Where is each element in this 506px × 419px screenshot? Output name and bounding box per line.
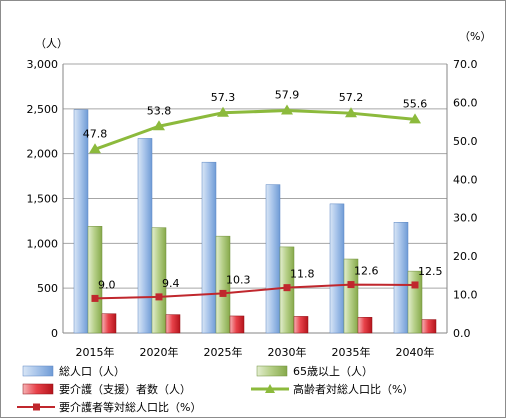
right-tick-label: 20.0 bbox=[453, 250, 478, 263]
care-ratio-data-label: 12.5 bbox=[418, 265, 443, 278]
care-recipients-bar bbox=[101, 313, 117, 334]
right-tick-label: 30.0 bbox=[453, 212, 478, 225]
left-tick-label: 500 bbox=[37, 282, 58, 295]
legend-aged-65-plus: 65歳以上（人） bbox=[256, 365, 373, 378]
elderly-ratio-data-label: 57.9 bbox=[275, 88, 300, 101]
total-population-bar bbox=[201, 161, 217, 334]
left-tick-label: 1,500 bbox=[27, 193, 59, 206]
care-ratio-data-label: 9.0 bbox=[98, 278, 116, 291]
care-recipients-bar bbox=[229, 315, 245, 334]
elderly-ratio-data-label: 55.6 bbox=[403, 97, 428, 110]
care-ratio-marker bbox=[283, 284, 291, 292]
elderly-ratio-marker bbox=[281, 104, 293, 115]
legend-marker bbox=[265, 384, 275, 393]
care-ratio-data-label: 10.3 bbox=[226, 273, 251, 286]
elderly-ratio-data-label: 53.8 bbox=[147, 104, 172, 117]
care-ratio-marker bbox=[155, 293, 163, 301]
aged-65-plus-bar bbox=[151, 227, 167, 334]
gridlines bbox=[63, 63, 447, 289]
legend-label: 65歳以上（人） bbox=[293, 365, 373, 378]
data-labels: 47.8 53.8 57.3 57.9 57.2 55.6 9.0 9.4 10.3 11.8 12… bbox=[83, 88, 443, 291]
total-population-bar bbox=[329, 203, 345, 334]
legend-label: 要介護者等対総人口比（%） bbox=[59, 400, 201, 414]
lines bbox=[89, 104, 421, 302]
care-recipients-bar bbox=[293, 316, 309, 334]
legend-care-recipients: 要介護（支援）者数（人） bbox=[22, 382, 191, 396]
elderly-ratio-line bbox=[94, 108, 416, 151]
right-tick-label: 50.0 bbox=[453, 135, 478, 148]
elderly-ratio-marker bbox=[409, 113, 421, 124]
care-recipients-bar bbox=[165, 314, 181, 334]
category-label: 2025年 bbox=[204, 345, 243, 359]
aged-65-plus-bar bbox=[343, 258, 359, 334]
legend-label: 要介護（支援）者数（人） bbox=[59, 382, 191, 396]
legend-elderly-ratio: 高齢者対総人口比（%） bbox=[251, 382, 413, 396]
right-tick-label: 60.0 bbox=[453, 96, 478, 109]
care-ratio-marker bbox=[411, 281, 419, 289]
total-population-bar bbox=[265, 184, 281, 334]
legend-marker bbox=[33, 403, 40, 411]
legend-swatch bbox=[256, 365, 288, 377]
left-tick-label: 1,000 bbox=[27, 237, 59, 250]
care-ratio-data-label: 11.8 bbox=[290, 268, 315, 281]
category-label: 2040年 bbox=[396, 345, 435, 359]
axes: 0 500 1,000 1,500 2,000 2,500 3,000 0.0 10.0 20.0… bbox=[27, 30, 492, 359]
left-axis-unit: （人） bbox=[35, 37, 68, 50]
care-recipients-bar bbox=[421, 319, 437, 334]
elderly-ratio-marker bbox=[345, 107, 357, 118]
elderly-ratio-data-label: 57.2 bbox=[339, 91, 364, 104]
aged-65-plus-bar bbox=[87, 226, 103, 334]
category-label: 2015年 bbox=[76, 345, 115, 359]
right-tick-label: 0.0 bbox=[453, 327, 471, 340]
legend-care-ratio: 要介護者等対総人口比（%） bbox=[17, 400, 201, 414]
left-tick-label: 0 bbox=[51, 327, 58, 340]
elderly-ratio-data-label: 57.3 bbox=[211, 91, 236, 104]
care-recipients-bar bbox=[357, 317, 373, 334]
bars bbox=[73, 109, 437, 334]
left-tick-label: 2,000 bbox=[27, 148, 59, 161]
category-label: 2030年 bbox=[268, 345, 307, 359]
category-label: 2035年 bbox=[332, 345, 371, 359]
total-population-bar bbox=[73, 109, 89, 334]
right-tick-label: 70.0 bbox=[453, 58, 478, 71]
left-tick-label: 2,500 bbox=[27, 103, 59, 116]
elderly-ratio-marker bbox=[217, 106, 229, 117]
care-ratio-data-label: 9.4 bbox=[162, 277, 180, 290]
legend-swatch bbox=[22, 365, 54, 377]
aged-65-plus-bar bbox=[407, 270, 423, 334]
legend-label: 高齢者対総人口比（%） bbox=[293, 382, 413, 396]
aged-65-plus-bar bbox=[215, 235, 231, 334]
total-population-bar bbox=[393, 222, 409, 334]
legend-label: 総人口（人） bbox=[59, 364, 125, 378]
elderly-ratio-marker bbox=[153, 120, 165, 131]
elderly-ratio-marker bbox=[89, 143, 101, 154]
legend-swatch bbox=[22, 383, 54, 395]
care-ratio-marker bbox=[347, 281, 355, 289]
legend: 総人口（人） 65歳以上（人） 要介護（支援）者数（人） 高齢者対総人口比（%） 要介護… bbox=[17, 364, 413, 414]
right-tick-label: 40.0 bbox=[453, 173, 478, 186]
right-tick-label: 10.0 bbox=[453, 289, 478, 302]
left-tick-label: 3,000 bbox=[27, 58, 59, 71]
care-ratio-marker bbox=[91, 294, 99, 302]
legend-total-population: 総人口（人） bbox=[22, 364, 125, 378]
care-ratio-line bbox=[94, 283, 416, 300]
right-axis-unit: （%） bbox=[459, 30, 491, 43]
elderly-ratio-data-label: 47.8 bbox=[83, 127, 108, 140]
category-label: 2020年 bbox=[140, 345, 179, 359]
care-ratio-marker bbox=[219, 289, 227, 297]
total-population-bar bbox=[137, 138, 153, 334]
care-ratio-data-label: 12.6 bbox=[354, 265, 379, 278]
